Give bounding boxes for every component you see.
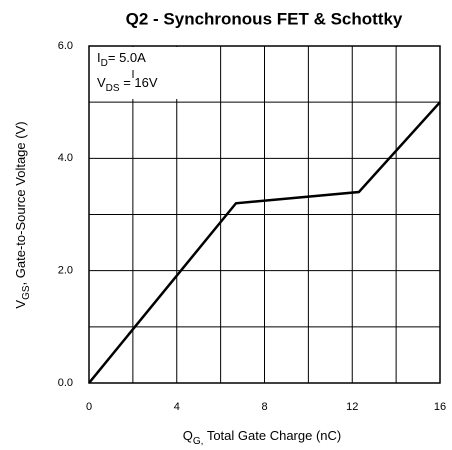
y-tick-label: 2.0 <box>58 265 73 277</box>
annotation-main: V <box>97 75 106 90</box>
annotation-sub: DS <box>106 83 120 94</box>
annotation-rest: = 16V <box>120 75 158 90</box>
plot-frame <box>88 45 441 384</box>
x-tick-label: 12 <box>346 401 358 413</box>
y-axis-label: VGS, Gate-to-Source Voltage (V) <box>13 121 31 308</box>
y-tick-label: 4.0 <box>58 152 73 164</box>
y-tick-label: 0.0 <box>58 377 73 389</box>
annotation-box <box>90 47 208 99</box>
x-tick-label: 0 <box>86 401 92 413</box>
annotation-main: I <box>97 50 101 65</box>
chart-title: Q2 - Synchronous FET & Schottky <box>126 9 403 28</box>
x-tick-label: 8 <box>261 401 267 413</box>
x-tick-label: 16 <box>434 401 446 413</box>
x-tick-label: 4 <box>174 401 180 413</box>
y-tick-label: 6.0 <box>58 40 73 52</box>
annotation: ID= 5.0A <box>97 50 146 68</box>
annotation-rest: = 5.0A <box>108 50 146 65</box>
annotation-sub: D <box>101 58 108 69</box>
data-line <box>88 101 441 384</box>
x-axis-label: QG, Total Gate Charge (nC) <box>183 428 341 446</box>
annotation: VDS = 16V <box>97 75 158 93</box>
